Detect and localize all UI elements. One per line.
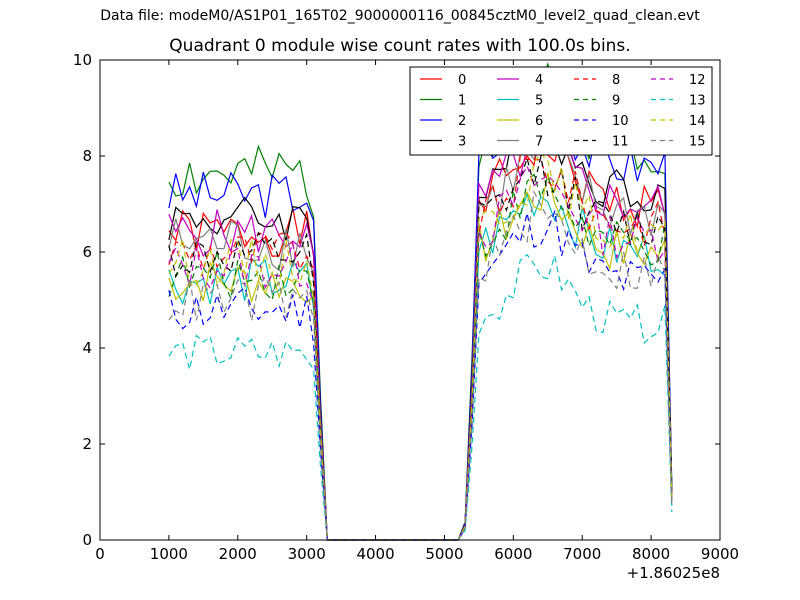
- y-tick-label: 10: [73, 51, 92, 69]
- series-line-8: [168, 155, 673, 541]
- x-tick-label: 2000: [219, 545, 257, 563]
- series-line-11: [168, 156, 673, 541]
- legend-label: 15: [689, 135, 706, 150]
- x-tick-label: 5000: [425, 545, 463, 563]
- legend-label: 0: [458, 73, 466, 88]
- legend-label: 13: [689, 94, 706, 109]
- legend-label: 5: [535, 94, 543, 109]
- series-line-9: [168, 173, 673, 541]
- legend-label: 9: [612, 94, 620, 109]
- series-line-10: [168, 209, 673, 541]
- legend-label: 1: [458, 94, 466, 109]
- y-tick-label: 4: [82, 339, 92, 357]
- legend-label: 8: [612, 73, 620, 88]
- axis-ticks: 0 1000 2000 3000 4000 5000 6000 7000 8000 9000 0 2 4…: [73, 51, 739, 563]
- x-tick-label: 3000: [288, 545, 326, 563]
- chart-title: Quadrant 0 module wise count rates with …: [169, 36, 631, 56]
- x-tick-label: 6000: [494, 545, 532, 563]
- series-line-4: [168, 127, 673, 541]
- x-tick-label: 9000: [701, 545, 739, 563]
- x-offset-label: +1.86025e8: [627, 564, 720, 582]
- x-tick-label: 0: [95, 545, 105, 563]
- x-tick-label: 7000: [563, 545, 601, 563]
- legend-label: 7: [535, 135, 543, 150]
- legend-label: 4: [535, 73, 543, 88]
- legend-label: 2: [458, 114, 466, 129]
- y-tick-label: 8: [82, 147, 92, 165]
- series-line-6: [168, 172, 673, 541]
- series-line-0: [168, 130, 673, 541]
- series-line-3: [168, 121, 673, 541]
- series-line-7: [168, 131, 673, 541]
- series-line-2: [168, 104, 673, 541]
- x-tick-label: 1000: [150, 545, 188, 563]
- legend-label: 14: [689, 114, 706, 129]
- y-tick-label: 6: [82, 243, 92, 261]
- legend-label: 3: [458, 135, 466, 150]
- legend-label: 10: [612, 114, 629, 129]
- legend-box: [409, 66, 713, 156]
- legend-label: 12: [689, 73, 706, 88]
- legend-label: 6: [535, 114, 543, 129]
- x-tick-label: 4000: [356, 545, 394, 563]
- figure-suptitle: Data file: modeM0/AS1P01_165T02_90000001…: [100, 8, 700, 24]
- series-line-12: [168, 164, 673, 541]
- legend-label: 11: [612, 135, 629, 150]
- x-tick-label: 8000: [632, 545, 670, 563]
- y-tick-label: 2: [82, 435, 92, 453]
- plot-frame: [99, 59, 721, 541]
- y-tick-label: 0: [82, 531, 92, 549]
